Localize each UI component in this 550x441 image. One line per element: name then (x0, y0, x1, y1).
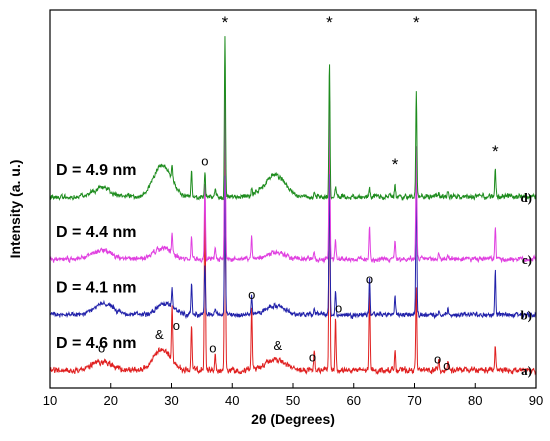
label-layer: a) D = 4.6 nm b) D = 4.1 nm c) D = 4.4 nm d) D … (56, 162, 532, 378)
peak-marker-amp: & (273, 338, 282, 353)
series-line-d (49, 36, 537, 202)
x-tick-label: 30 (164, 393, 178, 408)
x-tick-label: 70 (407, 393, 421, 408)
peak-marker-star: * (413, 13, 420, 32)
y-axis-title: Intensity (a. u.) (7, 160, 23, 259)
x-axis-title: 2θ (Degrees) (251, 411, 335, 427)
series-label-d: d) (520, 190, 532, 205)
peak-marker-circle: o (335, 300, 342, 315)
peak-marker-circle: o (248, 287, 255, 302)
series-line-c (49, 92, 537, 264)
peak-marker-circle: o (434, 352, 441, 367)
series-label-c: c) (522, 252, 532, 267)
peak-marker-star: * (222, 13, 229, 32)
x-tick-label: 10 (43, 393, 57, 408)
peak-marker-circle: o (98, 340, 105, 355)
peak-marker-star: * (326, 13, 333, 32)
size-label-a: D = 4.6 nm (56, 335, 136, 352)
peak-marker-circle: o (443, 358, 450, 373)
x-tick-label: 80 (468, 393, 482, 408)
x-tick-label: 40 (225, 393, 239, 408)
series-label-a: a) (521, 363, 532, 378)
size-label-b: D = 4.1 nm (56, 280, 136, 297)
size-label-d: D = 4.9 nm (56, 162, 136, 179)
series-line-a (49, 93, 537, 376)
axis-layer: 10 20 30 40 50 60 70 80 90 (43, 383, 543, 408)
peak-marker-circle: o (309, 349, 316, 364)
peak-marker-star: * (392, 155, 399, 174)
peak-marker-circle: o (209, 340, 216, 355)
x-tick-label: 20 (104, 393, 118, 408)
peak-marker-circle: o (201, 154, 208, 169)
series-line-b (49, 174, 537, 320)
peak-marker-amp: & (155, 327, 164, 342)
x-tick-label: 60 (347, 393, 361, 408)
peak-marker-circle: o (366, 271, 373, 286)
x-tick-label: 50 (286, 393, 300, 408)
x-tick-label: 90 (529, 393, 543, 408)
peak-marker-star: * (492, 142, 499, 161)
series-label-b: b) (520, 308, 532, 323)
size-label-c: D = 4.4 nm (56, 224, 136, 241)
peak-marker-circle: o (173, 318, 180, 333)
series-layer (49, 36, 537, 376)
